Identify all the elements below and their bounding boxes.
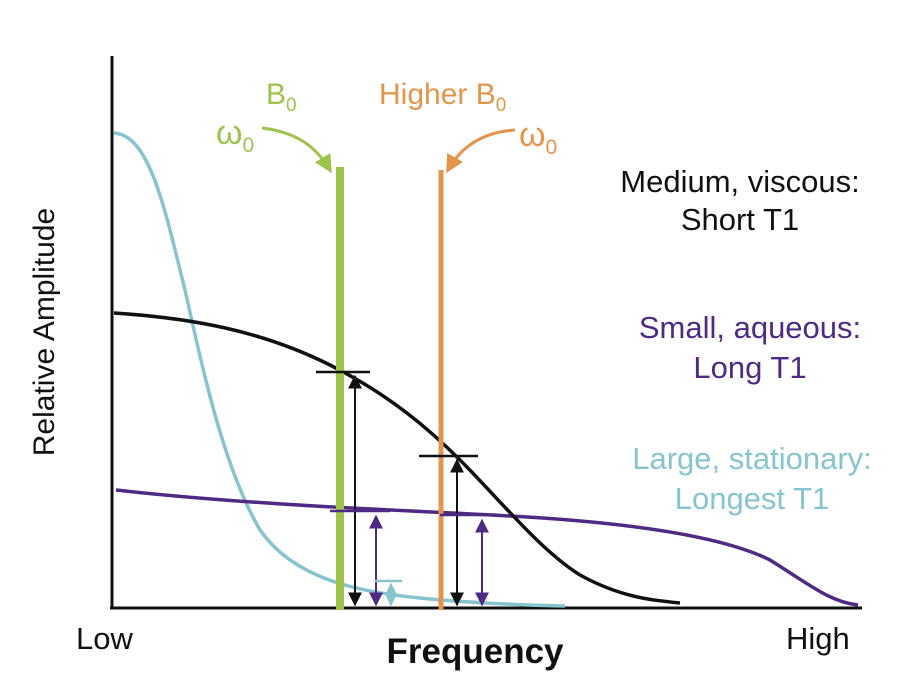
b0-label: B0 xyxy=(266,78,297,116)
b0-omega-label: ω0 xyxy=(216,114,254,157)
x-axis-title: Frequency xyxy=(387,632,565,671)
higher-b0-omega-label: ω0 xyxy=(519,116,557,159)
higher-b0-label: Higher B0 xyxy=(379,78,506,116)
x-axis-high-label: High xyxy=(786,621,850,656)
curve-medium-viscous xyxy=(113,311,681,605)
short-t1-label: Short T1 xyxy=(681,202,799,237)
long-t1-label: Long T1 xyxy=(693,350,806,385)
medium-viscous-label: Medium, viscous: xyxy=(620,164,859,199)
higher-b0-omega-pointer-arrow xyxy=(446,128,516,174)
longest-t1-label: Longest T1 xyxy=(675,481,830,516)
small-aqueous-label: Small, aqueous: xyxy=(639,310,861,345)
curve-small-aqueous xyxy=(115,488,859,607)
large-stationary-label: Large, stationary: xyxy=(632,441,872,476)
y-axis-label: Relative Amplitude xyxy=(28,208,61,456)
b0-omega-pointer-arrow xyxy=(261,126,332,174)
x-axis-low-label: Low xyxy=(76,621,133,656)
